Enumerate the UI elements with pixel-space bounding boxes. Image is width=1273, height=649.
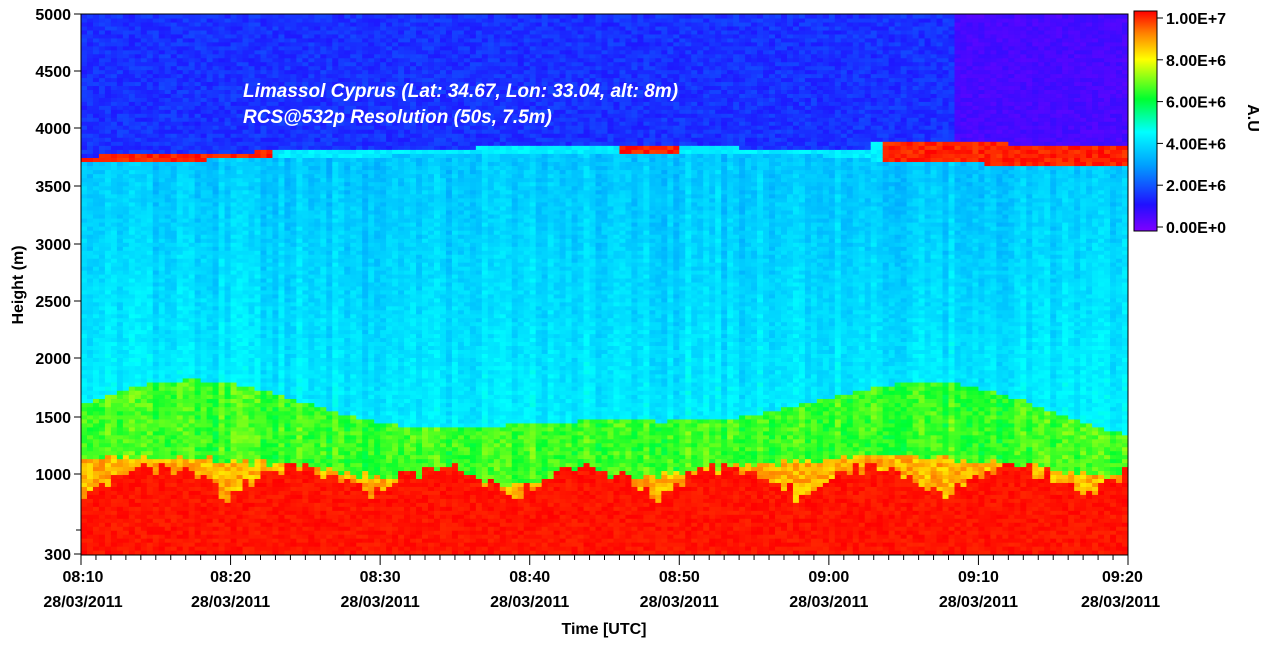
x-tick-time-label: 08:10 [63,569,104,586]
y-tick-label: 5000 [35,7,71,24]
x-tick-time-label: 08:50 [659,569,700,586]
x-tick-date-label: 28/03/2011 [341,594,420,611]
x-tick-date-label: 28/03/2011 [1081,594,1160,611]
x-axis: 08:10 28/03/2011 08:20 28/03/2011 08:30 28/03… [43,555,1160,611]
colorbar-tick-label: 8.00E+6 [1166,53,1226,70]
x-axis-title: Time [UTC] [561,621,646,638]
y-tick-label: 2500 [35,294,71,311]
colorbar-tick-label: 6.00E+6 [1166,95,1226,112]
colorbar-tick-label: 2.00E+6 [1166,178,1226,195]
y-tick-label: 4500 [35,64,71,81]
colorbar-ticks: 1.00E+7 8.00E+6 6.00E+6 4.00E+6 2.00E+6 0.00E… [1157,11,1226,237]
colorbar [1133,10,1158,232]
x-tick-date-label: 28/03/2011 [191,594,270,611]
colorbar-tick-label: 0.00E+0 [1166,220,1226,237]
x-tick-time-label: 09:10 [958,569,999,586]
x-tick-time-label: 08:30 [360,569,401,586]
y-tick-label: 1000 [35,467,71,484]
colorbar-tick-label: 4.00E+6 [1166,136,1226,153]
colorbar-label: A.U [1244,104,1261,132]
annotation-resolution: RCS@532p Resolution (50s, 7.5m) [243,107,552,128]
x-tick-date-label: 28/03/2011 [43,594,122,611]
y-tick-label: 3000 [35,237,71,254]
y-axis: 300 1000 1500 2000 2500 3000 3500 4000 4500 5000 [35,7,81,564]
y-tick-label: 2000 [35,351,71,368]
y-tick-label: 300 [44,547,71,564]
x-tick-date-label: 28/03/2011 [939,594,1018,611]
y-axis-title: Height (m) [10,245,27,324]
x-tick-time-label: 08:40 [509,569,550,586]
annotation-location: Limassol Cyprus (Lat: 34.67, Lon: 33.04,… [243,81,678,102]
x-tick-time-label: 08:20 [210,569,251,586]
y-tick-label: 3500 [35,179,71,196]
x-tick-date-label: 28/03/2011 [789,594,868,611]
y-tick-label: 1500 [35,410,71,427]
x-tick-date-label: 28/03/2011 [640,594,719,611]
colorbar-tick-label: 1.00E+7 [1166,11,1226,28]
x-tick-time-label: 09:00 [808,569,849,586]
heatmap-cells [81,14,1128,555]
y-tick-label: 4000 [35,121,71,138]
x-tick-date-label: 28/03/2011 [490,594,569,611]
x-tick-time-label: 09:20 [1102,569,1143,586]
